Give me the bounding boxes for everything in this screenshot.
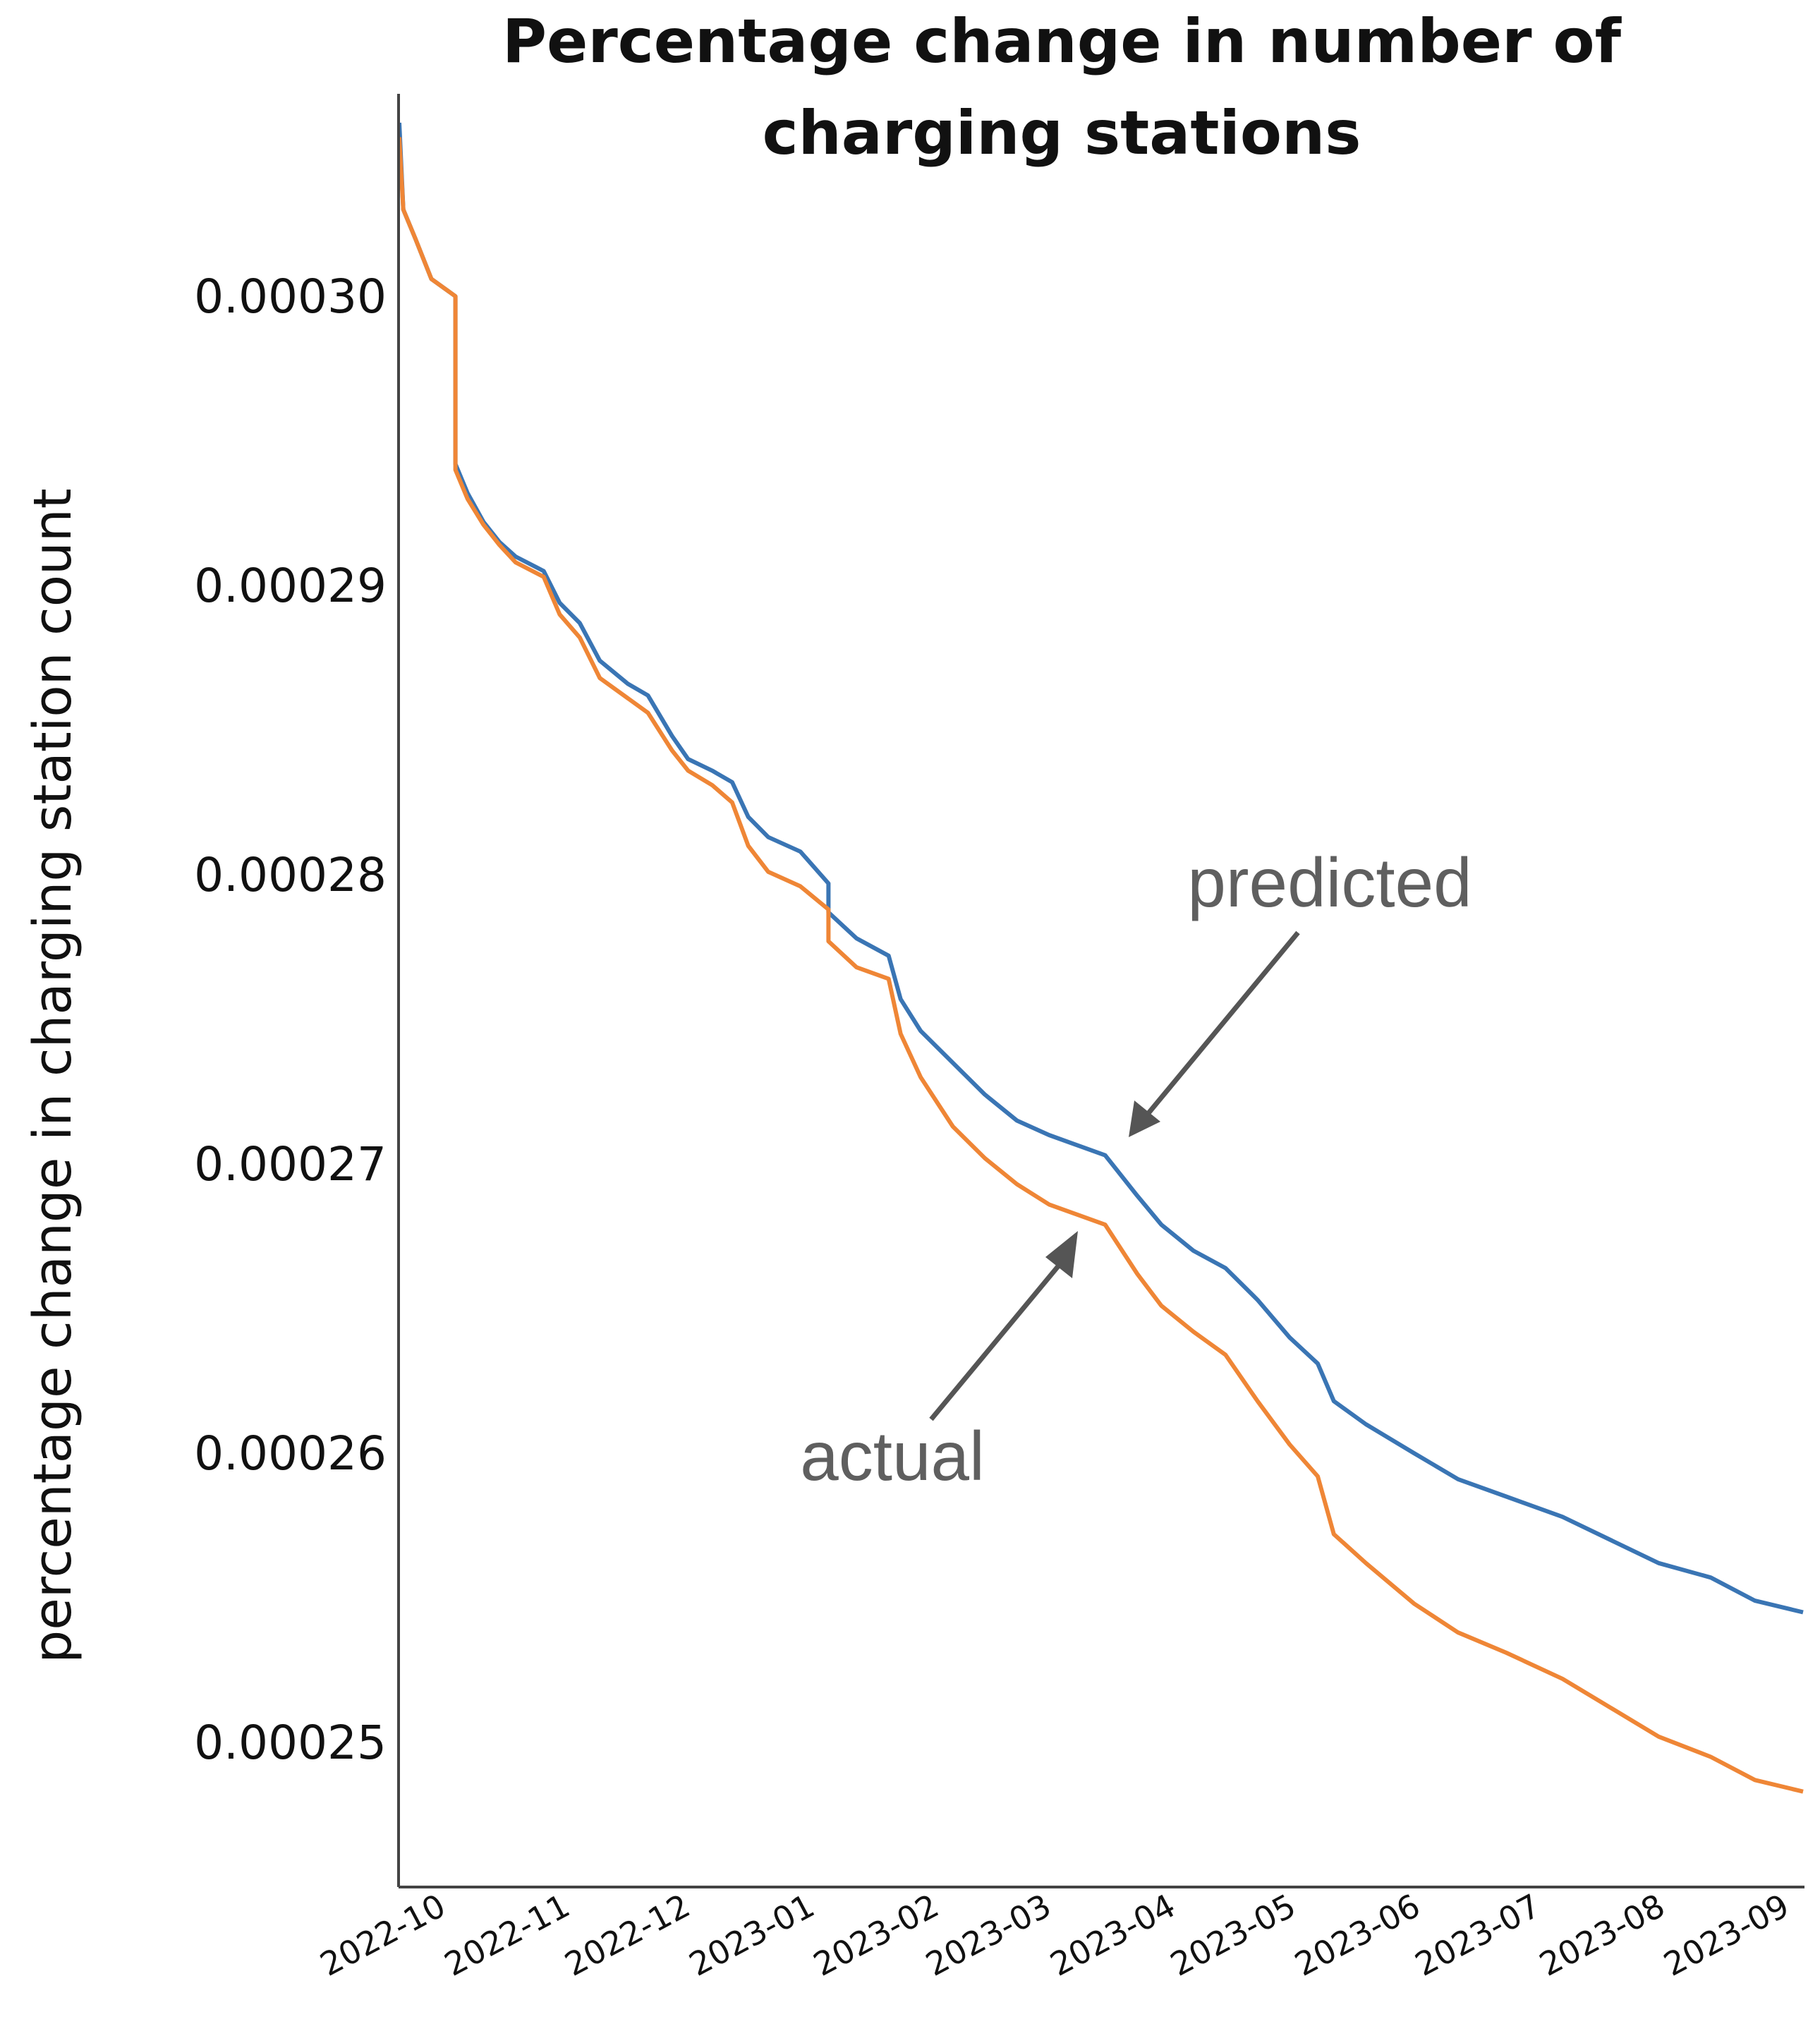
annotation-arrow-actual bbox=[929, 1264, 1060, 1421]
chart-title-line-2: charging stations bbox=[763, 98, 1361, 169]
y-tick-label: 0.00028 bbox=[194, 848, 387, 902]
x-tick-label: 2022-10 bbox=[314, 1886, 451, 1984]
annotations: predicted actual bbox=[800, 844, 1472, 1495]
x-tick-label: 2022-11 bbox=[438, 1886, 576, 1984]
x-tick-label: 2023-08 bbox=[1533, 1886, 1670, 1984]
x-tick-label: 2023-02 bbox=[807, 1886, 945, 1984]
annotation-actual: actual bbox=[800, 1417, 985, 1495]
y-tick-label: 0.00025 bbox=[194, 1716, 387, 1770]
y-tick-labels: 0.00025 0.00026 0.00027 0.00028 0.00029 0.000… bbox=[194, 269, 387, 1770]
x-tick-label: 2023-05 bbox=[1164, 1886, 1302, 1984]
annotation-arrow-predicted bbox=[1146, 930, 1300, 1115]
y-tick-label: 0.00029 bbox=[194, 559, 387, 613]
y-tick-label: 0.00030 bbox=[194, 269, 387, 324]
x-tick-label: 2023-09 bbox=[1658, 1886, 1795, 1984]
x-tick-label: 2023-07 bbox=[1409, 1886, 1546, 1984]
x-tick-label: 2023-01 bbox=[683, 1886, 820, 1984]
x-tick-label: 2023-03 bbox=[920, 1886, 1057, 1984]
y-axis-label: percentage change in charging station co… bbox=[23, 488, 83, 1663]
series-line-predicted bbox=[397, 122, 1804, 1615]
annotation-arrowhead-actual bbox=[1045, 1231, 1078, 1278]
x-tick-label: 2022-12 bbox=[559, 1886, 696, 1984]
annotation-predicted: predicted bbox=[1187, 844, 1472, 921]
chart-title-line-1: Percentage change in number of bbox=[502, 6, 1622, 77]
annotation-arrowhead-predicted bbox=[1129, 1100, 1160, 1137]
y-tick-label: 0.00027 bbox=[194, 1137, 387, 1191]
y-tick-label: 0.00026 bbox=[194, 1426, 387, 1481]
x-tick-labels: 2022-102022-112022-122023-012023-022023-… bbox=[314, 1886, 1795, 1984]
x-tick-label: 2023-04 bbox=[1044, 1886, 1182, 1984]
x-tick-label: 2023-06 bbox=[1289, 1886, 1426, 1984]
series-layer bbox=[397, 122, 1804, 1794]
series-line-actual bbox=[397, 137, 1804, 1794]
